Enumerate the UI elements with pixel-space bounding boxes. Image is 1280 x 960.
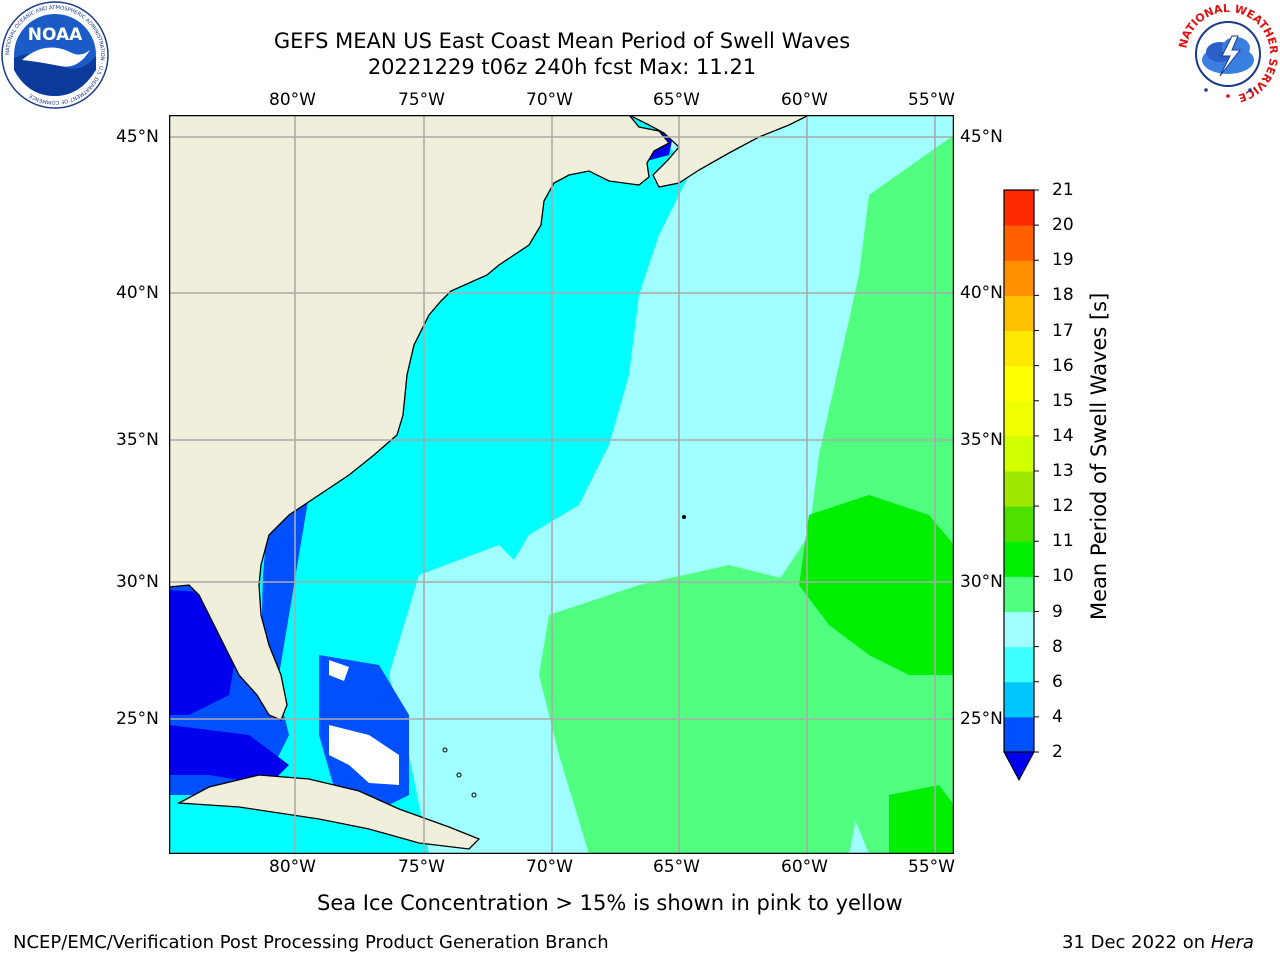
colorbar-segment bbox=[1004, 576, 1034, 612]
bahamas-bank-mask bbox=[329, 725, 399, 785]
figure-subtitle: 20221229 t06z 240h fcst Max: 11.21 bbox=[367, 55, 757, 79]
colorbar-tick-label: 8 bbox=[1052, 636, 1063, 657]
lat-label-left: 25°N bbox=[116, 709, 159, 729]
colorbar-tick-label: 11 bbox=[1052, 531, 1074, 552]
colorbar-segment bbox=[1004, 260, 1034, 296]
colorbar-title: Mean Period of Swell Waves [s] bbox=[1087, 292, 1111, 620]
lat-label-left: 40°N bbox=[116, 283, 159, 303]
lon-label-bottom: 60°W bbox=[781, 857, 828, 877]
lon-label-bottom: 55°W bbox=[908, 857, 955, 877]
colorbar-extend-arrow bbox=[1003, 751, 1035, 782]
colorbar-segment bbox=[1004, 190, 1034, 226]
footer-date: 31 Dec 2022 on Hera bbox=[1062, 932, 1254, 953]
colorbar-segment bbox=[1004, 716, 1034, 753]
footer-host: Hera bbox=[1210, 932, 1254, 953]
colorbar-segment bbox=[1004, 611, 1034, 648]
lon-label-top: 80°W bbox=[269, 90, 316, 110]
noaa-logo: NATIONAL OCEANIC AND ATMOSPHERIC ADMINIS… bbox=[1, 1, 109, 109]
lat-label-right: 45°N bbox=[960, 127, 1003, 147]
footer-date-text: 31 Dec 2022 on bbox=[1062, 932, 1211, 953]
noaa-logo-text: NOAA bbox=[28, 25, 83, 45]
lat-label-right: 35°N bbox=[960, 430, 1003, 450]
colorbar-segment bbox=[1004, 330, 1034, 367]
swell-zone-10-11s-se bbox=[889, 785, 954, 854]
colorbar-tick-label: 14 bbox=[1052, 425, 1074, 446]
colorbar-tick-label: 13 bbox=[1052, 461, 1074, 481]
figure-title: GEFS MEAN US East Coast Mean Period of S… bbox=[273, 29, 851, 53]
colorbar-segment bbox=[1004, 646, 1034, 683]
colorbar-tick-label: 16 bbox=[1052, 355, 1074, 376]
swell-zone-10-11s bbox=[799, 495, 954, 675]
island-marker bbox=[456, 772, 462, 778]
colorbar-tick-label: 4 bbox=[1052, 706, 1063, 727]
island-marker bbox=[471, 792, 477, 798]
nws-logo: NATIONAL WEATHER SERVICE bbox=[1176, 2, 1280, 105]
bahamas-bank-mask-north bbox=[329, 660, 349, 681]
lat-label-left: 45°N bbox=[116, 127, 159, 147]
colorbar-tick-label: 9 bbox=[1052, 601, 1063, 622]
land-cuba bbox=[176, 774, 481, 850]
lat-label-right: 40°N bbox=[960, 283, 1003, 303]
lat-label-left: 35°N bbox=[116, 430, 159, 450]
colorbar-tick-label: 20 bbox=[1052, 215, 1074, 236]
swell-zone-under-2s-straits bbox=[169, 725, 289, 785]
lat-label-right: 30°N bbox=[960, 572, 1003, 592]
sea-ice-note: Sea Ice Concentration > 15% is shown in … bbox=[317, 891, 903, 915]
colorbar-tick-label: 6 bbox=[1052, 671, 1063, 692]
swell-zone-9-10s-south bbox=[539, 565, 869, 854]
lon-label-top: 65°W bbox=[653, 90, 700, 110]
colorbar-tick-label: 18 bbox=[1052, 285, 1074, 306]
lon-label-top: 70°W bbox=[526, 90, 573, 110]
colorbar-tick-label: 17 bbox=[1052, 320, 1074, 341]
colorbar-tick-label: 10 bbox=[1052, 566, 1074, 587]
lat-label-right: 25°N bbox=[960, 709, 1003, 729]
colorbar-segment bbox=[1004, 435, 1034, 472]
map-frame bbox=[169, 115, 954, 854]
bermuda-marker bbox=[682, 515, 686, 519]
island-marker bbox=[442, 747, 448, 753]
lon-label-top: 55°W bbox=[908, 90, 955, 110]
colorbar-segment bbox=[1004, 365, 1034, 402]
lon-label-bottom: 65°W bbox=[653, 857, 700, 877]
lon-label-bottom: 75°W bbox=[398, 857, 445, 877]
lon-label-top: 60°W bbox=[781, 90, 828, 110]
colorbar-tick-label: 19 bbox=[1052, 250, 1074, 271]
colorbar-segment bbox=[1004, 225, 1034, 261]
graticule bbox=[169, 115, 954, 854]
colorbar-segment bbox=[1004, 400, 1034, 437]
lat-label-left: 30°N bbox=[116, 572, 159, 592]
land-north-america bbox=[169, 115, 671, 721]
colorbar-tick-label: 15 bbox=[1052, 390, 1074, 411]
colorbar-segment bbox=[1004, 295, 1034, 331]
colorbar-segment bbox=[1004, 506, 1034, 542]
colorbar bbox=[1003, 189, 1039, 782]
lon-label-bottom: 70°W bbox=[526, 857, 573, 877]
lon-label-top: 75°W bbox=[398, 90, 445, 110]
lon-label-bottom: 80°W bbox=[269, 857, 316, 877]
swell-zone-8-9s-south bbox=[389, 545, 589, 854]
footer-credit: NCEP/EMC/Verification Post Processing Pr… bbox=[13, 932, 609, 953]
colorbar-tick-label: 12 bbox=[1052, 496, 1074, 517]
swell-period-map bbox=[169, 115, 954, 854]
colorbar-segment bbox=[1004, 681, 1034, 718]
colorbar-segment bbox=[1004, 471, 1034, 507]
colorbar-tick-label: 21 bbox=[1052, 180, 1074, 200]
land-maritimes bbox=[628, 115, 810, 188]
colorbar-tick-label: 2 bbox=[1052, 742, 1063, 762]
colorbar-segment bbox=[1004, 541, 1034, 577]
